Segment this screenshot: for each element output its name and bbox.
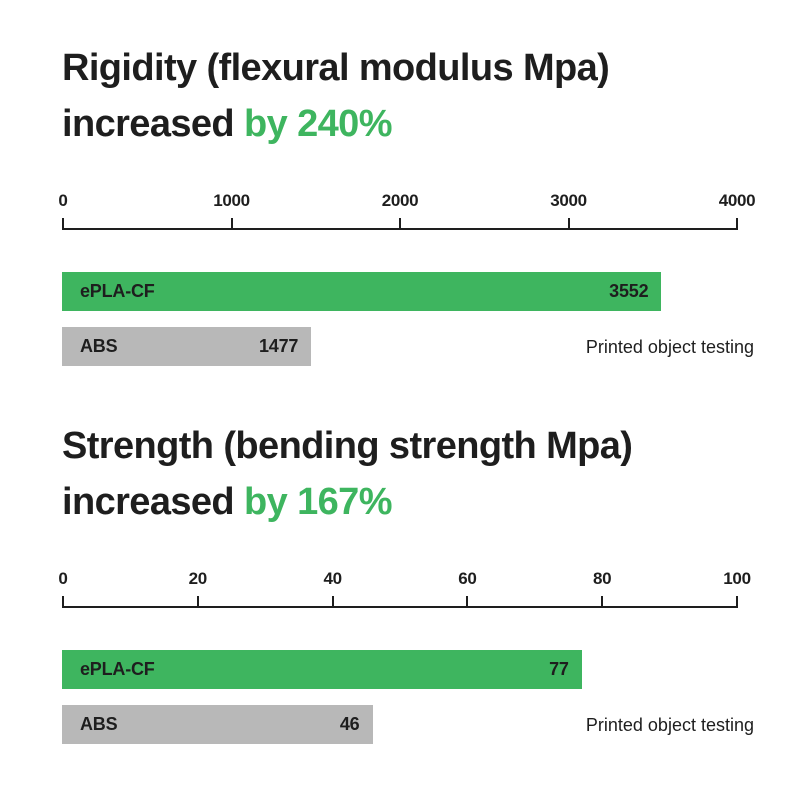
bar-epla-cf: ePLA-CF 77	[62, 650, 582, 689]
axis-tick-label: 40	[323, 569, 342, 588]
axis-tick-label: 1000	[213, 191, 250, 210]
chart-title: Strength (bending strength Mpa) increase…	[62, 418, 633, 530]
chart-note: Printed object testing	[585, 337, 754, 357]
axis-tick-mark	[601, 596, 604, 608]
axis-tick-mark	[331, 596, 334, 608]
axis-tick-mark	[399, 218, 401, 230]
bar-label: ePLA-CF	[80, 659, 155, 679]
axis-tick-mark	[736, 596, 738, 608]
chart-title-line2-prefix: increased	[62, 103, 244, 145]
bar-value: 3552	[609, 281, 649, 301]
chart-title-line1: Rigidity (flexural modulus Mpa)	[62, 47, 610, 89]
axis-line	[63, 228, 737, 230]
axis-tick-mark	[567, 218, 570, 230]
axis-tick-label: 20	[188, 569, 208, 588]
axis-tick-label: 80	[593, 569, 612, 588]
chart-strength: Strength (bending strength Mpa) increase…	[0, 418, 800, 780]
chart-title-line2-prefix: increased	[62, 481, 244, 523]
bar-value: 46	[339, 714, 360, 734]
chart-title-highlight: by 167%	[244, 481, 393, 523]
chart-title: Rigidity (flexural modulus Mpa) increase…	[62, 40, 610, 152]
x-axis: 0 1000 2000 3000 4000	[58, 191, 756, 230]
axis-tick-label: 0	[58, 569, 68, 588]
axis-tick-mark	[196, 596, 199, 608]
bar-value: 1477	[258, 336, 299, 356]
chart-rigidity: Rigidity (flexural modulus Mpa) increase…	[0, 40, 800, 402]
axis-tick-label: 2000	[381, 191, 419, 210]
axis-tick-label: 0	[58, 191, 68, 210]
bar-abs: ABS 1477	[62, 327, 312, 366]
x-axis: 0 20 40 60 80 100	[58, 569, 751, 608]
axis-tick-label: 100	[723, 569, 751, 588]
axis-tick-mark	[736, 218, 738, 230]
chart-title-highlight: by 240%	[244, 103, 393, 145]
chart-note: Printed object testing	[585, 715, 754, 735]
bar-label: ePLA-CF	[80, 281, 155, 301]
bar-abs: ABS 46	[62, 705, 373, 744]
chart-title-line1: Strength (bending strength Mpa)	[62, 425, 633, 467]
bar-value: 77	[549, 659, 569, 679]
axis-tick-mark	[62, 218, 64, 230]
axis-tick-mark	[62, 596, 64, 608]
axis-tick-label: 3000	[550, 191, 587, 210]
bar-label: ABS	[80, 336, 118, 356]
bar-label: ABS	[80, 714, 118, 734]
axis-tick-label: 60	[458, 569, 477, 588]
bar-epla-cf: ePLA-CF 3552	[62, 272, 662, 311]
axis-line	[63, 606, 737, 608]
axis-tick-mark	[230, 218, 233, 230]
axis-tick-label: 4000	[718, 191, 756, 210]
axis-tick-mark	[466, 596, 469, 608]
